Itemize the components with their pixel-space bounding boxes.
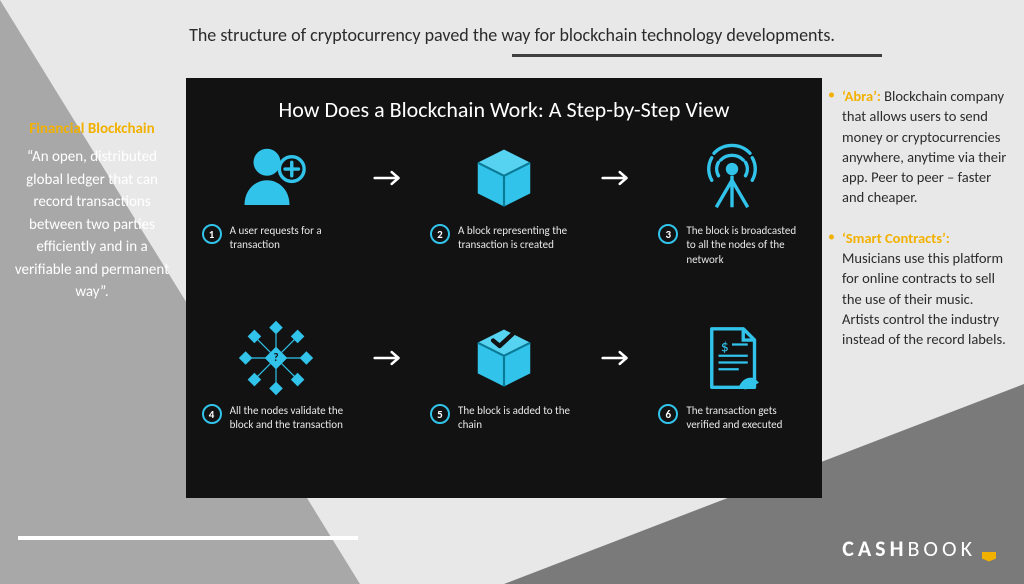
title-underline xyxy=(512,54,882,57)
diagram-step-4: ? 4 All the nodes validate the block and… xyxy=(191,318,361,433)
contract-icon: $ xyxy=(692,318,772,398)
diagram-step-6: $ 6 The transaction gets verified and ex… xyxy=(647,318,817,433)
step-text: The block is added to the chain xyxy=(458,404,578,433)
cashbook-logo: CASHBOOK xyxy=(842,535,996,562)
bullet-title: ‘Abra’: xyxy=(842,87,881,105)
step-number: 5 xyxy=(430,404,450,424)
bullet-icon: • xyxy=(828,86,842,208)
step-text: All the nodes validate the block and the… xyxy=(230,404,350,433)
logo-mark-icon xyxy=(982,552,996,562)
step-number: 6 xyxy=(658,404,678,424)
diagram-step-1: 1 A user requests for a transaction xyxy=(191,138,361,253)
cube-check-icon xyxy=(464,318,544,398)
svg-text:$: $ xyxy=(721,337,729,356)
arrow-icon xyxy=(370,168,410,188)
blockchain-diagram: How Does a Blockchain Work: A Step-by-St… xyxy=(186,78,822,498)
diagram-title: How Does a Blockchain Work: A Step-by-St… xyxy=(186,78,822,123)
step-text: The block is broadcasted to all the node… xyxy=(686,224,806,267)
logo-text-book: BOOK xyxy=(907,535,976,562)
diagram-row-2: ? 4 All the nodes validate the block and… xyxy=(186,318,822,433)
bullet-item: • ‘Smart Contracts’: Musicians use this … xyxy=(828,228,1008,350)
svg-text:?: ? xyxy=(273,351,278,365)
step-number: 3 xyxy=(658,224,678,244)
arrow-icon xyxy=(598,168,638,188)
diagram-step-3: 3 The block is broadcasted to all the no… xyxy=(647,138,817,267)
step-text: A user requests for a transaction xyxy=(230,224,350,253)
bullet-title: ‘Smart Contracts’: xyxy=(842,229,950,247)
left-column: Financial Blockchain “An open, distribut… xyxy=(12,120,172,304)
bottom-divider xyxy=(18,536,358,540)
broadcast-icon xyxy=(692,138,772,218)
user-plus-icon xyxy=(236,138,316,218)
bullet-item: • ‘Abra’: Blockchain company that allows… xyxy=(828,86,1008,208)
diagram-row-1: 1 A user requests for a transaction 2 A … xyxy=(186,138,822,267)
logo-text-cash: CASH xyxy=(842,535,907,562)
step-number: 4 xyxy=(202,404,222,424)
page-title: The structure of cryptocurrency paved th… xyxy=(0,24,1024,46)
arrow-icon xyxy=(370,348,410,368)
step-text: A block representing the transaction is … xyxy=(458,224,578,253)
left-heading: Financial Blockchain xyxy=(12,120,172,138)
network-icon: ? xyxy=(236,318,316,398)
left-quote: “An open, distributed global ledger that… xyxy=(12,146,172,304)
right-column: • ‘Abra’: Blockchain company that allows… xyxy=(828,86,1008,370)
bullet-icon: • xyxy=(828,228,842,350)
step-number: 2 xyxy=(430,224,450,244)
diagram-step-2: 2 A block representing the transaction i… xyxy=(419,138,589,253)
step-number: 1 xyxy=(202,224,222,244)
cube-icon xyxy=(464,138,544,218)
step-text: The transaction gets verified and execut… xyxy=(686,404,806,433)
bullet-body: Musicians use this platform for online c… xyxy=(842,249,1006,348)
arrow-icon xyxy=(598,348,638,368)
diagram-step-5: 5 The block is added to the chain xyxy=(419,318,589,433)
